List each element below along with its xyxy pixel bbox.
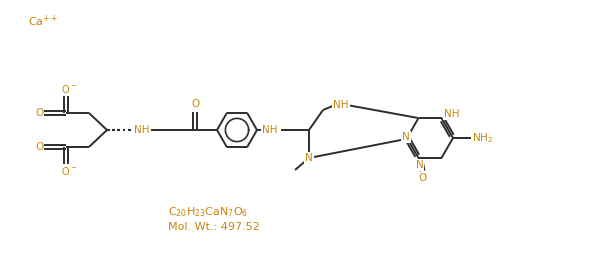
Text: N: N [402,132,410,142]
Text: NH: NH [134,125,150,135]
Text: NH$_2$: NH$_2$ [472,131,494,145]
Text: NH: NH [333,100,349,110]
Text: O$^-$: O$^-$ [61,83,77,95]
Text: C$_{20}$H$_{23}$CaN$_7$O$_6$: C$_{20}$H$_{23}$CaN$_7$O$_6$ [168,205,248,219]
Text: N: N [416,160,423,170]
Text: O: O [35,142,43,152]
Text: NH: NH [444,109,459,119]
Text: O: O [35,108,43,118]
Text: Mol. Wt.: 497.52: Mol. Wt.: 497.52 [168,222,260,232]
Text: Ca$^{++}$: Ca$^{++}$ [28,14,59,29]
Text: O: O [192,99,200,109]
Text: NH: NH [262,125,278,135]
Text: N: N [305,153,313,163]
Text: O$^-$: O$^-$ [61,165,77,177]
Text: O: O [418,173,427,183]
